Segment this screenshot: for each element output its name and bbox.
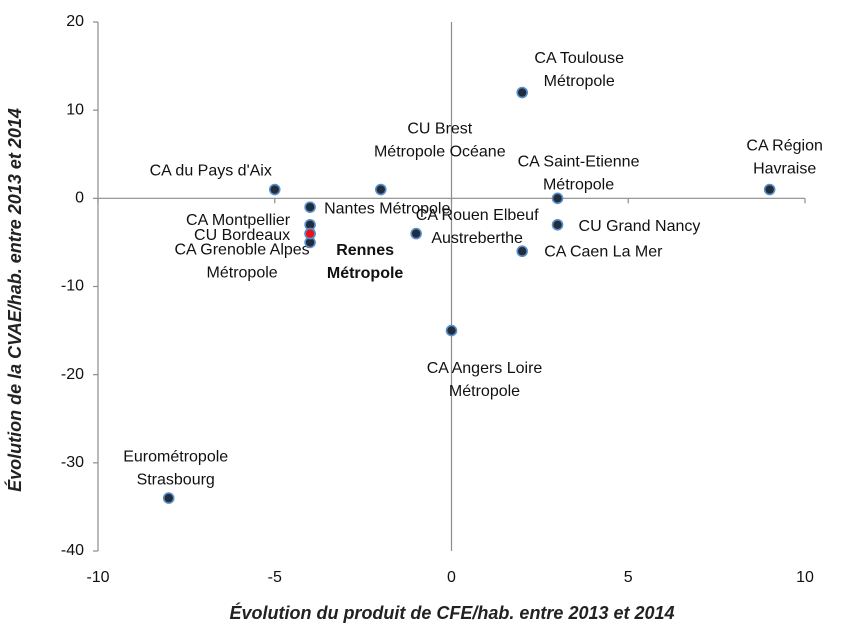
point-label: CA Rouen Elbeuf: [416, 207, 539, 224]
x-tick-label: -10: [86, 569, 109, 586]
y-tick-label: -20: [61, 366, 84, 383]
x-tick-label: -5: [268, 569, 282, 586]
scatter-point: [516, 86, 529, 99]
point-label: Métropole: [449, 383, 520, 400]
point-label: Nantes Métropole: [324, 200, 450, 217]
scatter-point: [516, 245, 529, 258]
point-label: CU Bordeaux: [194, 227, 290, 244]
point-label: Austreberthe: [431, 230, 523, 247]
point-label: Métropole Océane: [374, 144, 506, 161]
point-label: CA Région: [746, 138, 823, 155]
scatter-point: [445, 324, 458, 337]
x-axis-title: Évolution du produit de CFE/hab. entre 2…: [229, 602, 674, 623]
scatter-point: [304, 227, 316, 240]
y-tick-label: 10: [66, 101, 84, 118]
x-tick-label: 10: [796, 569, 814, 586]
point-label: CA Grenoble Alpes: [174, 242, 309, 259]
point-label: Rennes: [336, 242, 394, 259]
scatter-point: [374, 183, 387, 196]
point-label: Strasbourg: [137, 471, 215, 488]
y-tick-label: 0: [75, 190, 84, 207]
point-label: CA Montpellier: [186, 212, 291, 229]
point-label: CA Caen La Mer: [544, 243, 663, 260]
y-axis-title: Évolution de la CVAE/hab. entre 2013 et …: [4, 108, 25, 492]
point-label: CA Saint-Etienne: [518, 154, 640, 171]
x-tick-label: 5: [624, 569, 633, 586]
scatter-point: [410, 227, 422, 240]
y-tick-label: 20: [66, 13, 84, 30]
point-label: Métropole: [543, 177, 614, 194]
scatter-point: [162, 492, 175, 504]
scatter-point: [268, 183, 281, 196]
y-tick-label: -10: [61, 278, 84, 295]
scatter-point: [763, 183, 776, 196]
scatter-point: [551, 192, 564, 205]
x-tick-label: 0: [447, 569, 456, 586]
point-label: Métropole: [327, 265, 404, 282]
scatter-point: [551, 218, 564, 231]
point-label: CU Grand Nancy: [579, 218, 701, 235]
y-tick-label: -40: [61, 542, 84, 559]
point-label: CA du Pays d'Aix: [150, 163, 272, 180]
y-tick-label: -30: [61, 454, 84, 471]
scatter-point: [304, 201, 316, 213]
point-label: Métropole: [544, 73, 615, 90]
point-label: CU Brest: [407, 121, 472, 138]
point-label: Métropole: [207, 265, 278, 282]
point-label: Eurométropole: [123, 448, 228, 465]
point-label: Havraise: [753, 161, 816, 178]
point-label: CA Angers Loire: [427, 360, 543, 377]
point-label: CA Toulouse: [534, 50, 624, 67]
